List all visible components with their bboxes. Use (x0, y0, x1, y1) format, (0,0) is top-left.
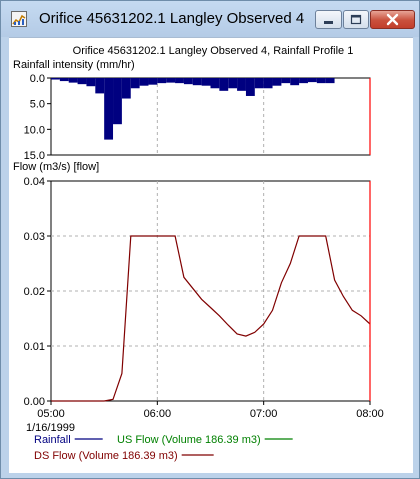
x-axis-date-label: 1/16/1999 (26, 422, 75, 434)
rainfall-bar (104, 78, 114, 140)
rainfall-bar (316, 78, 326, 84)
rainfall-bar (95, 78, 105, 94)
flow-y-tick-label: 0.01 (24, 341, 45, 353)
maximize-button[interactable] (343, 10, 369, 29)
flow-panel: 0.00 0.01 0.02 0.03 0.04 (24, 176, 371, 408)
x-axis: 05:00 06:00 07:00 08:00 (37, 401, 384, 420)
rainfall-bar (148, 78, 158, 85)
legend: Rainfall US Flow (Volume 186.39 m3) DS Flo… (34, 434, 293, 462)
rainfall-bar (228, 78, 238, 89)
legend-label: Rainfall (34, 434, 71, 446)
flow-series-line (51, 235, 371, 402)
rainfall-bar (175, 78, 184, 84)
rainfall-y-tick-label: 5.0 (30, 99, 45, 111)
maximize-icon (350, 14, 362, 25)
rainfall-y-tick-label: 10.0 (24, 124, 45, 136)
x-axis-tick-label: 05:00 (37, 408, 65, 420)
rainfall-bar (281, 78, 291, 84)
rainfall-bar (113, 78, 122, 125)
rainfall-bar (139, 78, 149, 86)
chart-title: Orifice 45631202.1 Langley Observed 4, R… (73, 45, 354, 57)
rainfall-bar (77, 78, 87, 85)
close-icon (386, 13, 399, 26)
rainfall-bar (219, 78, 229, 91)
minimize-icon (324, 21, 333, 24)
legend-label: US Flow (Volume 186.39 m3) (117, 434, 261, 446)
rainfall-bar (121, 78, 131, 99)
close-button[interactable] (370, 10, 415, 29)
rainfall-bar (325, 78, 335, 84)
rainfall-bar (237, 78, 246, 91)
rainfall-bar (263, 78, 273, 89)
hydrograph-chart: Orifice 45631202.1 Langley Observed 4, R… (13, 45, 384, 462)
rainfall-bar (245, 78, 255, 96)
rainfall-bar (192, 78, 202, 86)
rainfall-panel: 0.0 5.0 10.0 15.0 (24, 73, 371, 162)
rainfall-bar (130, 78, 140, 89)
rainfall-bar (307, 78, 317, 83)
rainfall-bar (183, 78, 193, 85)
rainfall-bar (51, 78, 60, 80)
rainfall-bar (86, 78, 96, 87)
rainfall-bar (157, 78, 167, 84)
flow-y-tick-label: 0.04 (24, 176, 45, 188)
flow-y-tick-label: 0.00 (24, 396, 45, 408)
rainfall-bar (68, 78, 78, 83)
rainfall-bar (299, 78, 308, 84)
rainfall-y-tick-label: 0.0 (30, 73, 45, 85)
rainfall-bar (201, 78, 211, 86)
window-title: Orifice 45631202.1 Langley Observed 4 (39, 10, 305, 27)
x-axis-tick-label: 06:00 (144, 408, 172, 420)
rainfall-y-axis-label: Rainfall intensity (mm/hr) (13, 59, 135, 71)
x-axis-tick-label: 07:00 (250, 408, 278, 420)
chart-area: Orifice 45631202.1 Langley Observed 4, R… (9, 37, 413, 473)
rainfall-bar (254, 78, 264, 89)
rainfall-bar (290, 78, 300, 86)
minimize-button[interactable] (315, 10, 342, 29)
graph-app-icon[interactable] (11, 11, 27, 27)
rainfall-bar (59, 78, 69, 82)
flow-y-tick-label: 0.02 (24, 286, 45, 298)
flow-y-axis-label: Flow (m3/s) [flow] (13, 161, 99, 173)
title-bar[interactable]: Orifice 45631202.1 Langley Observed 4 (1, 1, 419, 37)
x-axis-tick-label: 08:00 (356, 408, 384, 420)
rainfall-y-tick-label: 15.0 (24, 150, 45, 162)
legend-label: DS Flow (Volume 186.39 m3) (34, 450, 178, 462)
flow-y-tick-label: 0.03 (24, 231, 45, 243)
rainfall-bar (166, 78, 176, 83)
rainfall-bar (272, 78, 282, 86)
rainfall-bar (210, 78, 220, 89)
